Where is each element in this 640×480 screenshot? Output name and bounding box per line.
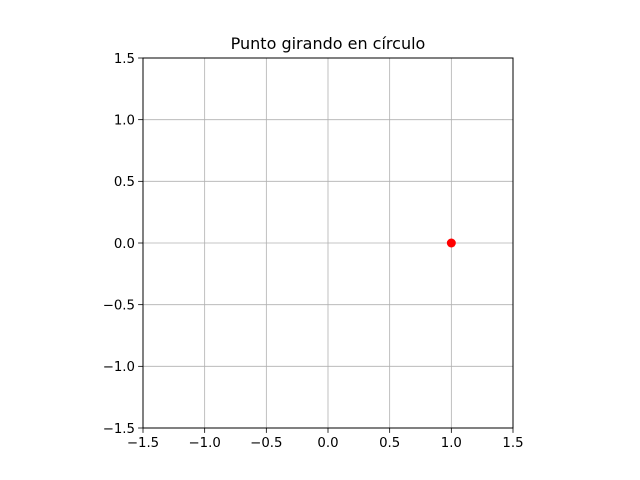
x-tick-label: 1.5: [502, 436, 523, 451]
y-tick-label: 0.0: [114, 237, 135, 252]
x-tick-label: 0.5: [379, 436, 400, 451]
plot-area: [142, 57, 514, 429]
data-point: [446, 238, 456, 248]
chart-title: Punto girando en círculo: [231, 34, 426, 53]
x-tick-label: −1.5: [127, 436, 159, 451]
y-tick-label: 0.5: [114, 175, 135, 190]
y-tick-label: 1.0: [114, 113, 135, 128]
y-tick-label: −1.5: [103, 422, 135, 437]
y-tick-label: −1.0: [103, 360, 135, 375]
x-tick-label: −0.5: [250, 436, 282, 451]
y-tick-label: 1.5: [114, 52, 135, 67]
x-tick-label: −1.0: [189, 436, 221, 451]
y-axis: −1.5 −1.0 −0.5 0.0 0.5 1.0 1.5: [103, 52, 143, 437]
x-axis: −1.5 −1.0 −0.5 0.0 0.5 1.0 1.5: [127, 428, 524, 451]
x-tick-label: 1.0: [441, 436, 462, 451]
x-tick-label: 0.0: [317, 436, 338, 451]
y-tick-label: −0.5: [103, 298, 135, 313]
data-points: [446, 238, 456, 248]
